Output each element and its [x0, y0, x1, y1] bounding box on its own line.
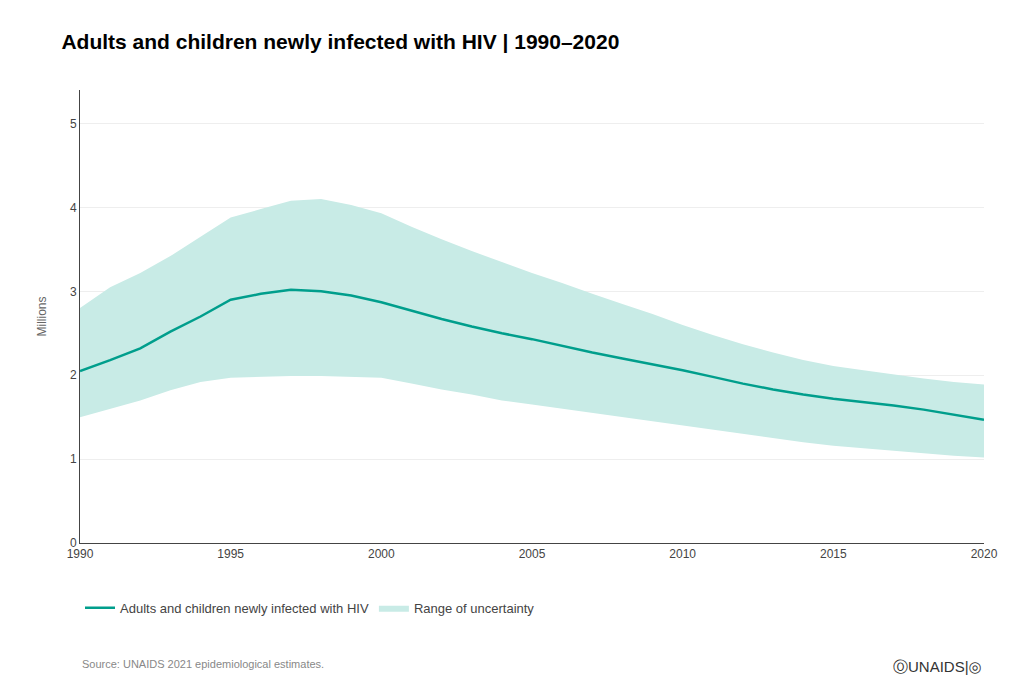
svg-text:Adults and children newly infe: Adults and children newly infected with …	[61, 30, 619, 53]
svg-text:Millions: Millions	[35, 296, 49, 336]
svg-text:ⓄUNAIDS|◎: ⓄUNAIDS|◎	[893, 658, 982, 675]
svg-text:0: 0	[70, 536, 77, 550]
svg-text:2020: 2020	[971, 547, 998, 561]
svg-text:Adults and children newly infe: Adults and children newly infected with …	[120, 601, 369, 616]
svg-text:5: 5	[70, 117, 77, 131]
svg-text:1990: 1990	[67, 547, 94, 561]
svg-text:3: 3	[70, 285, 77, 299]
svg-text:1995: 1995	[217, 547, 244, 561]
svg-text:2015: 2015	[820, 547, 847, 561]
svg-text:Range of uncertainty: Range of uncertainty	[414, 601, 534, 616]
svg-text:2005: 2005	[519, 547, 546, 561]
svg-text:1: 1	[70, 452, 77, 466]
svg-text:2000: 2000	[368, 547, 395, 561]
svg-text:2010: 2010	[669, 547, 696, 561]
svg-text:Source: UNAIDS 2021 epidemiolo: Source: UNAIDS 2021 epidemiological esti…	[82, 658, 324, 670]
svg-text:4: 4	[70, 201, 77, 215]
svg-text:2: 2	[70, 368, 77, 382]
